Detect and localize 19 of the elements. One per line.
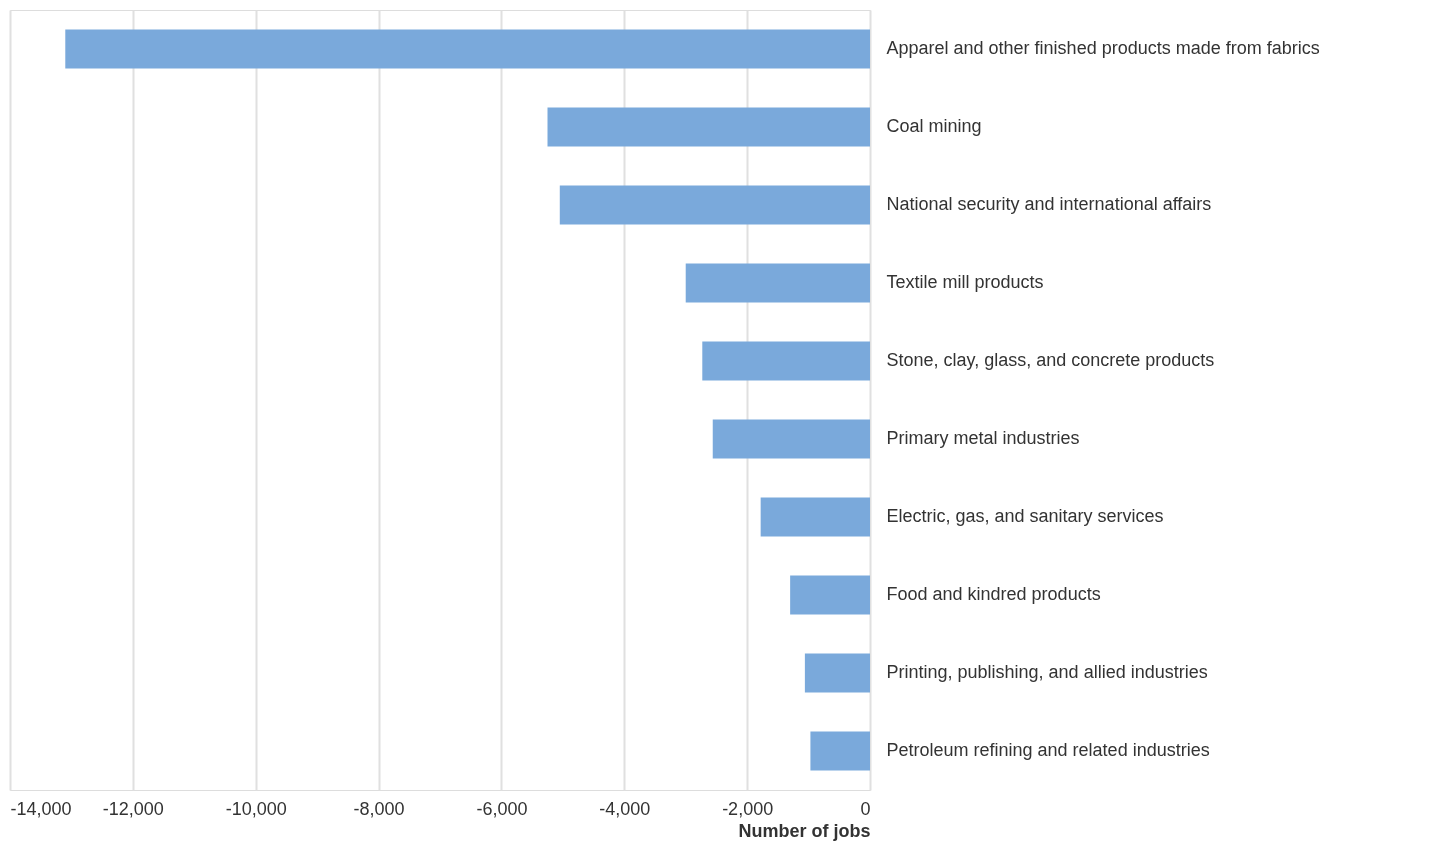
x-tick-label: -4,000 <box>599 798 651 819</box>
y-tick-label: Textile mill products <box>886 272 1044 292</box>
x-tick-label: 0 <box>860 798 871 819</box>
x-axis-title: Number of jobs <box>738 820 871 841</box>
x-tick-label: -8,000 <box>353 798 405 819</box>
y-tick-label: Electric, gas, and sanitary services <box>886 506 1164 526</box>
x-tick-label: -14,000 <box>10 798 72 819</box>
x-tick-label: -12,000 <box>102 798 164 819</box>
x-tick-label: -6,000 <box>476 798 528 819</box>
y-tick-label: National security and international affairs <box>886 194 1212 214</box>
y-tick-label: Coal mining <box>886 116 982 136</box>
y-tick-label: Primary metal industries <box>886 428 1080 448</box>
y-tick-label: Petroleum refining and related industries <box>886 740 1210 760</box>
y-tick-label: Printing, publishing, and allied industries <box>886 662 1208 682</box>
x-tick-label: -2,000 <box>722 798 774 819</box>
y-tick-label: Apparel and other finished products made from fabrics <box>886 38 1320 58</box>
x-tick-label: -10,000 <box>225 798 287 819</box>
y-tick-label: Stone, clay, glass, and concrete products <box>886 350 1215 370</box>
y-tick-label: Food and kindred products <box>886 584 1101 604</box>
